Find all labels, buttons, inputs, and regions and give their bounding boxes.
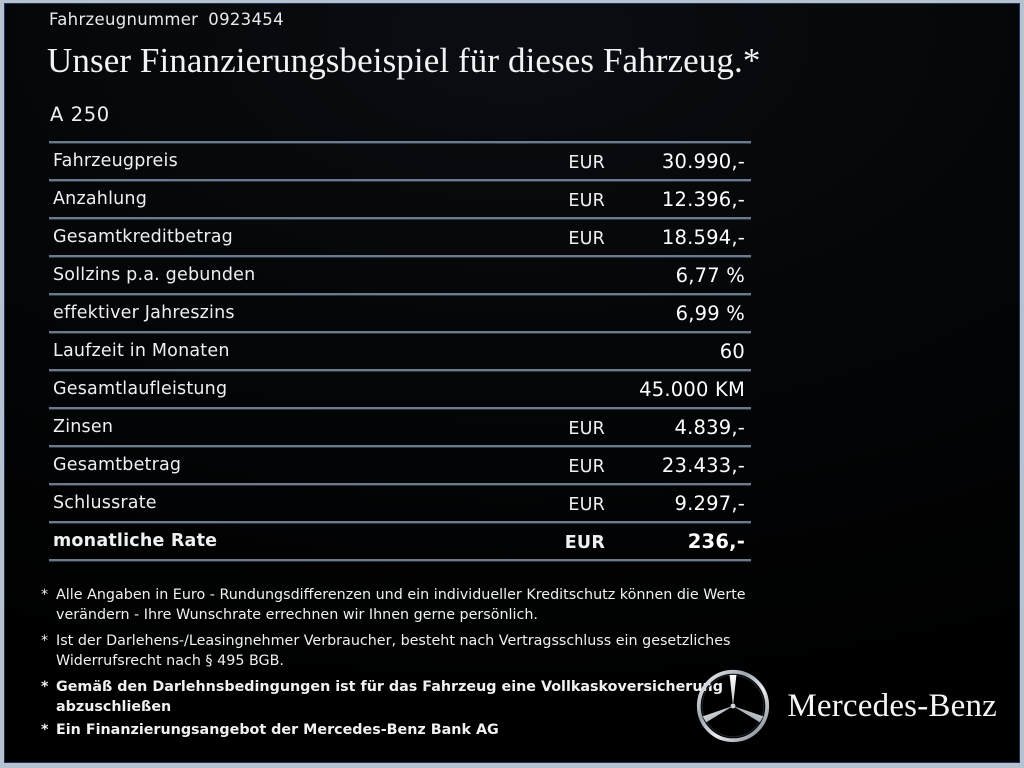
page-title: Unser Finanzierungsbeispiel für dieses F…	[47, 41, 761, 80]
row-label: Gesamtkreditbetrag	[53, 227, 233, 247]
vehicle-number: Fahrzeugnummer 0923454	[49, 10, 284, 29]
row-separator	[49, 293, 751, 295]
row-value: 60	[613, 340, 751, 363]
row-separator	[49, 369, 751, 371]
table-row: Gesamtkreditbetrag EUR 18.594,-	[49, 219, 751, 255]
row-label: Schlussrate	[53, 493, 157, 513]
table-row: effektiver Jahreszins 6,99 %	[49, 295, 751, 331]
row-amount: 6,77 %	[675, 263, 745, 287]
vehicle-number-label: Fahrzeugnummer	[49, 10, 199, 29]
row-separator	[49, 217, 751, 219]
row-separator	[49, 141, 751, 143]
footnote: * Ist der Darlehens-/Leasingnehmer Verbra…	[41, 632, 757, 671]
footnote-text: Alle Angaben in Euro - Rundungsdifferenz…	[56, 587, 746, 623]
row-label: Gesamtbetrag	[53, 455, 182, 475]
row-separator	[49, 179, 751, 181]
brand-wordmark: Mercedes-Benz	[787, 687, 997, 724]
row-currency: EUR	[568, 228, 605, 249]
row-amount: 4.839,-	[674, 415, 745, 439]
row-value: 45.000 KM	[613, 378, 751, 401]
row-value: EUR 18.594,-	[568, 226, 751, 249]
row-separator	[49, 559, 751, 561]
row-value: EUR 236,-	[565, 530, 751, 553]
row-currency: EUR	[568, 456, 605, 477]
footnote: * Ein Finanzierungsangebot der Mercedes-B…	[41, 721, 757, 741]
vehicle-model: A 250	[50, 103, 110, 126]
row-amount: 18.594,-	[661, 225, 745, 249]
row-label: Zinsen	[53, 417, 114, 437]
row-value: EUR 30.990,-	[568, 150, 751, 173]
footnote: * Gemäß den Darlehnsbedingungen ist für d…	[41, 678, 757, 717]
table-row: Anzahlung EUR 12.396,-	[49, 181, 751, 217]
footnotes: * Alle Angaben in Euro - Rundungsdifferen…	[41, 586, 757, 745]
row-label: Laufzeit in Monaten	[53, 341, 230, 361]
row-separator	[49, 483, 751, 485]
row-currency: EUR	[568, 152, 605, 173]
brand-lockup: Mercedes-Benz	[695, 668, 997, 744]
footnote-text: Ist der Darlehens-/Leasingnehmer Verbrau…	[56, 633, 731, 669]
document-border: Fahrzeugnummer 0923454 Unser Finanzierung…	[4, 3, 1020, 763]
row-amount: 30.990,-	[661, 149, 745, 173]
row-currency: EUR	[568, 418, 605, 439]
row-amount: 6,99 %	[675, 301, 745, 325]
row-label: Fahrzeugpreis	[53, 151, 178, 171]
row-currency: EUR	[564, 532, 605, 553]
row-separator	[49, 445, 751, 447]
row-currency: EUR	[568, 190, 605, 211]
row-amount: 60	[719, 339, 745, 363]
footnote-marker: *	[41, 633, 49, 649]
row-amount: 45.000 KM	[639, 377, 745, 401]
row-amount: 9.297,-	[674, 491, 745, 515]
row-separator	[49, 255, 751, 257]
row-value: EUR 12.396,-	[568, 188, 751, 211]
mercedes-star-icon	[695, 668, 771, 744]
row-label: monatliche Rate	[53, 531, 218, 551]
row-separator	[49, 331, 751, 333]
row-value: EUR 23.433,-	[568, 454, 751, 477]
offer-sheet: Fahrzeugnummer 0923454 Unser Finanzierung…	[5, 4, 1019, 762]
row-label: Gesamtlaufleistung	[53, 379, 228, 399]
row-label: Anzahlung	[53, 189, 148, 209]
row-amount: 236,-	[687, 529, 745, 553]
footnote: * Alle Angaben in Euro - Rundungsdifferen…	[41, 586, 757, 625]
row-value: EUR 9.297,-	[568, 492, 751, 515]
row-label: Sollzins p.a. gebunden	[53, 265, 256, 285]
row-separator	[49, 407, 751, 409]
table-row: Laufzeit in Monaten 60	[49, 333, 751, 369]
row-value: 6,77 %	[613, 264, 751, 287]
row-value: EUR 4.839,-	[568, 416, 751, 439]
row-amount: 12.396,-	[661, 187, 745, 211]
table-row: Gesamtbetrag EUR 23.433,-	[49, 447, 751, 483]
table-row: Gesamtlaufleistung 45.000 KM	[49, 371, 751, 407]
footnote-text: Gemäß den Darlehnsbedingungen ist für da…	[56, 679, 723, 715]
table-row: Fahrzeugpreis EUR 30.990,-	[49, 143, 751, 179]
footnote-marker: *	[41, 722, 49, 738]
vehicle-number-value: 0923454	[208, 10, 284, 29]
table-row: monatliche Rate EUR 236,-	[49, 523, 751, 559]
row-amount: 23.433,-	[661, 453, 745, 477]
footnote-marker: *	[41, 587, 49, 603]
financing-table: Fahrzeugpreis EUR 30.990,- Anzahlung EUR 12.3…	[49, 141, 751, 561]
row-separator	[49, 521, 751, 523]
row-label: effektiver Jahreszins	[53, 303, 235, 323]
footnote-text: Ein Finanzierungsangebot der Mercedes-Be…	[56, 722, 499, 738]
table-row: Schlussrate EUR 9.297,-	[49, 485, 751, 521]
row-currency: EUR	[568, 494, 605, 515]
table-row: Sollzins p.a. gebunden 6,77 %	[49, 257, 751, 293]
footnote-marker: *	[41, 679, 49, 695]
table-row: Zinsen EUR 4.839,-	[49, 409, 751, 445]
row-value: 6,99 %	[613, 302, 751, 325]
